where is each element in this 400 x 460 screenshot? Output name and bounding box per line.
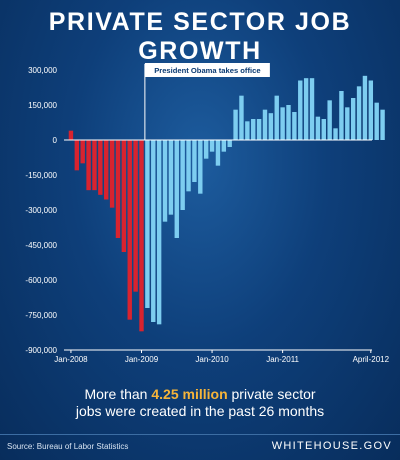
bar [262,109,268,140]
y-tick-label: -600,000 [25,276,57,285]
bar [256,119,262,140]
page-title: PRIVATE SECTOR JOB GROWTH [48,8,352,65]
bar [133,140,138,292]
bar [115,140,121,238]
bar [168,140,174,215]
annotation: President Obama takes office [144,63,270,140]
bar [345,107,350,140]
bar [374,102,379,140]
x-tick-label: April-2012 [353,355,390,364]
bar [350,98,356,140]
bar [80,140,85,164]
bar [121,140,127,252]
bar [186,140,191,192]
bar [268,113,274,140]
summary-post: private sector [227,386,316,402]
bar [192,140,197,182]
bar [221,140,227,152]
bar [215,140,221,166]
bar [303,78,309,140]
bar [380,109,385,140]
bar [356,86,362,140]
summary-pre: More than [84,386,152,402]
bar [92,140,97,191]
bars-group [68,75,385,332]
bar [233,109,238,140]
bar [315,116,321,140]
y-axis: 300,000 150,000 0 -150,000 -300,000 -450,000 -… [25,66,57,355]
x-tick-label: Jan-2010 [195,355,229,364]
y-tick-label: -750,000 [25,311,57,320]
bar [251,119,256,140]
bar [339,91,344,140]
bar [309,78,315,140]
bar [327,100,332,140]
x-axis: Jan-2008 Jan-2009 Jan-2010 Jan-2011 April-20… [54,350,390,364]
summary-highlight: 4.25 million [151,386,228,402]
bar [156,140,162,325]
x-tick-label: Jan-2009 [125,355,159,364]
brand-text: WHITEHOUSE.GOV [271,440,392,452]
bar [180,140,185,210]
y-tick-label: 150,000 [28,101,57,110]
bar [139,140,144,332]
source-text: Source: Bureau of Labor Statistics [7,442,129,451]
bar [162,140,168,222]
bar [98,140,103,195]
bar [286,105,291,140]
bar [109,140,115,208]
y-tick-label: -150,000 [25,171,57,180]
bar [239,95,244,140]
annotation-label: President Obama takes office [154,66,260,75]
footer-divider [0,434,400,435]
x-tick-label: Jan-2011 [266,355,299,364]
bar [368,80,374,140]
bar [104,140,109,200]
bar [174,140,179,238]
bar [86,140,91,191]
bar [280,107,285,140]
bar [198,140,203,194]
bar [151,140,156,322]
x-tick-label: Jan-2008 [54,355,88,364]
bar [209,140,215,152]
bar [127,140,132,320]
bar [74,140,80,171]
y-tick-label: -450,000 [25,241,57,250]
y-tick-label: 300,000 [28,66,57,75]
bar [227,140,232,147]
annotation-box [144,63,270,77]
bar [292,112,297,140]
bar [68,130,74,140]
bar [203,140,209,159]
bar [274,95,279,140]
bar [245,121,250,140]
bar [333,128,338,140]
y-tick-label: -300,000 [25,206,57,215]
y-tick-label: 0 [53,136,58,145]
bar [321,119,326,140]
y-tick-label: -900,000 [25,346,57,355]
summary-line2: jobs were created in the past 26 months [75,403,325,419]
summary-text: More than 4.25 million private sector jo… [0,386,400,420]
bar [145,140,150,308]
bar [362,75,368,140]
bar [298,80,303,140]
